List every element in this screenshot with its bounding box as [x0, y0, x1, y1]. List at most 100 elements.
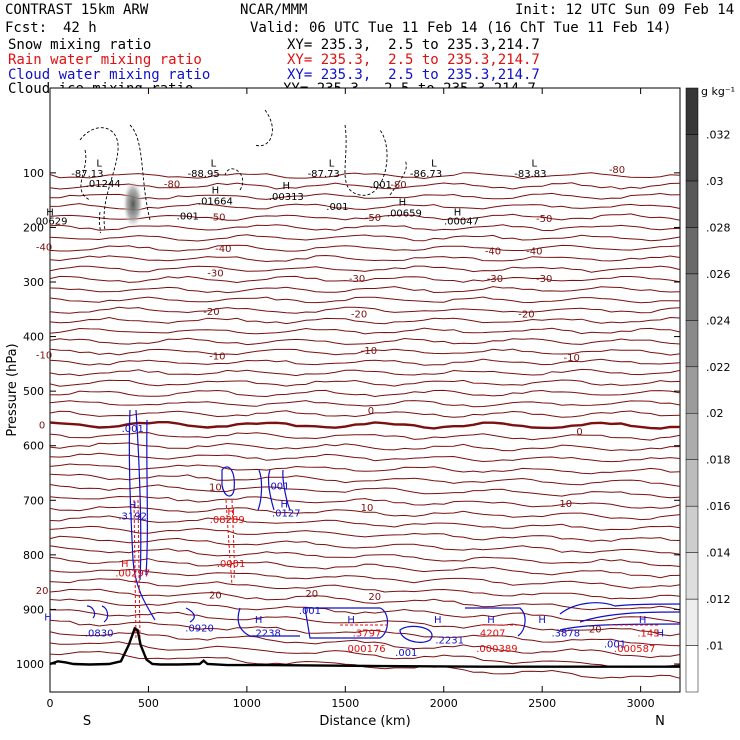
temperature-contour-line	[49, 379, 681, 387]
temperature-contour-line	[49, 254, 681, 263]
ice-contour-label: .001	[370, 180, 392, 191]
temperature-contour-label: 20	[305, 589, 318, 600]
ice-contour-label: .00313	[269, 192, 304, 203]
forecast-hours: 42 h	[63, 20, 97, 36]
colorbar-swatch	[685, 598, 699, 646]
temperature-contour-line	[49, 473, 681, 487]
cloud-water-contour-label: .2231	[435, 635, 464, 646]
temperature-contour-line	[49, 609, 681, 637]
cloud-water-contour-line	[101, 605, 109, 623]
temperature-contour-label: 20	[209, 591, 222, 602]
temperature-contour-line	[49, 535, 681, 555]
terrain-line	[49, 626, 680, 668]
y-tick-label: 700	[23, 494, 44, 507]
cloud-water-contour-label: H	[487, 615, 495, 626]
cloud-water-contour-label: H	[434, 615, 442, 626]
cloud-water-contour-label: H	[657, 629, 665, 640]
field-rain-xy: XY= 235.3, 2.5 to 235.3,214.7	[287, 52, 540, 68]
rain-contour-label: .000587	[614, 644, 655, 655]
ice-contour-line	[80, 149, 91, 201]
temperature-contour-label: -20	[203, 307, 219, 318]
colorbar-units: g kg⁻¹	[701, 85, 735, 98]
valid-time: Valid: 06 UTC Tue 11 Feb 14 (16 ChT Tue …	[250, 20, 672, 36]
cloud-water-contour-label: .001	[122, 424, 144, 435]
colorbar-tick-label: .012	[706, 593, 731, 606]
ice-contour-line	[98, 211, 102, 233]
cloud-water-contour-label: .001	[299, 606, 321, 617]
temperature-contour-line	[49, 495, 681, 509]
south-label: S	[83, 714, 91, 729]
temperature-contour-line	[49, 389, 681, 398]
ice-contour-label: -88.95	[187, 169, 219, 180]
y-tick-label: 500	[23, 385, 44, 398]
temperature-contour-line	[49, 316, 681, 325]
cloud-water-contour-line	[267, 469, 275, 511]
temperature-contour-line	[49, 631, 681, 659]
temperature-contour-line	[49, 442, 680, 452]
ice-contour-label: .00629	[33, 217, 68, 228]
rain-contour-label: .00297	[115, 569, 150, 580]
temperature-contour-line	[49, 463, 681, 475]
colorbar-tick-label: .02	[706, 407, 724, 420]
ice-contour-label: H	[454, 207, 462, 218]
rain-contour-label: .000389	[476, 644, 517, 655]
temperature-contour-label: 10	[361, 503, 374, 514]
temperature-contour-line	[49, 234, 681, 242]
temperature-contour-line	[49, 568, 681, 589]
colorbar-swatch	[685, 645, 699, 693]
y-tick-label: 100	[23, 167, 44, 180]
temperature-contour-label: 20	[368, 592, 381, 603]
colorbar-swatch	[685, 134, 699, 182]
ice-contour-label: L	[211, 158, 217, 169]
ice-contour-label: .00659	[387, 209, 422, 220]
temperature-contour-label: -30	[349, 274, 365, 285]
temperature-contour-label: -40	[485, 247, 501, 258]
x-tick-label: 1500	[331, 697, 359, 710]
temperature-contour-line	[49, 432, 681, 441]
cloud-water-contour-label: .0830	[85, 629, 114, 640]
temperature-contour-line	[49, 400, 681, 408]
cloud-water-contour-label: .0920	[185, 623, 214, 634]
temperature-contour-line	[49, 275, 681, 284]
temperature-contour-label: -40	[36, 242, 52, 253]
temperature-contour-line	[49, 358, 681, 366]
x-axis-label: Distance (km)	[319, 714, 410, 729]
colorbar-swatch	[685, 180, 699, 228]
temperature-contour-line	[49, 296, 681, 304]
cloud-water-contour-line	[145, 419, 148, 576]
rain-contour-line	[225, 499, 233, 586]
temperature-contour-label: -40	[215, 244, 231, 255]
cloud-water-contour-label: .3878	[551, 629, 580, 640]
north-label: N	[655, 714, 665, 729]
ice-contour-label: H	[283, 181, 291, 192]
rain-contour-line	[137, 499, 141, 641]
temperature-contour-line	[49, 525, 681, 542]
cloud-water-contour-line	[86, 605, 96, 619]
temperature-contour-line	[49, 213, 681, 221]
cloud-water-contour-label: .3192	[118, 511, 147, 522]
field-snow-xy: XY= 235.3, 2.5 to 235.3,214.7	[287, 37, 540, 53]
temperature-contour-label: -30	[536, 274, 552, 285]
cloud-water-contour-line	[135, 409, 142, 581]
temperature-contour-line	[50, 192, 681, 200]
temperature-contour-line	[49, 203, 681, 211]
temperature-contour-label: 10	[559, 499, 572, 510]
temperature-contour-line	[49, 410, 681, 418]
plot-area	[49, 87, 681, 693]
colorbar-tick-label: .032	[706, 128, 731, 141]
temperature-contour-label: -50	[209, 212, 225, 223]
ice-contour-label: -86.73	[410, 169, 442, 180]
x-tick-label: 3000	[627, 697, 655, 710]
temperature-contour-line	[49, 368, 681, 377]
ice-contours	[79, 109, 407, 233]
ice-contour-label: .001	[177, 211, 199, 222]
temperature-contour-label: 0	[39, 420, 45, 431]
temperature-contour-line	[49, 286, 681, 294]
cloud-water-contour-line	[579, 611, 681, 623]
ice-contour-label: -87.13	[71, 169, 103, 180]
cloud-water-contour-line	[399, 625, 433, 643]
colorbar-swatch	[685, 87, 699, 135]
cloud-water-contour-label: H	[255, 615, 263, 626]
temperature-contour-label: -40	[526, 247, 542, 258]
